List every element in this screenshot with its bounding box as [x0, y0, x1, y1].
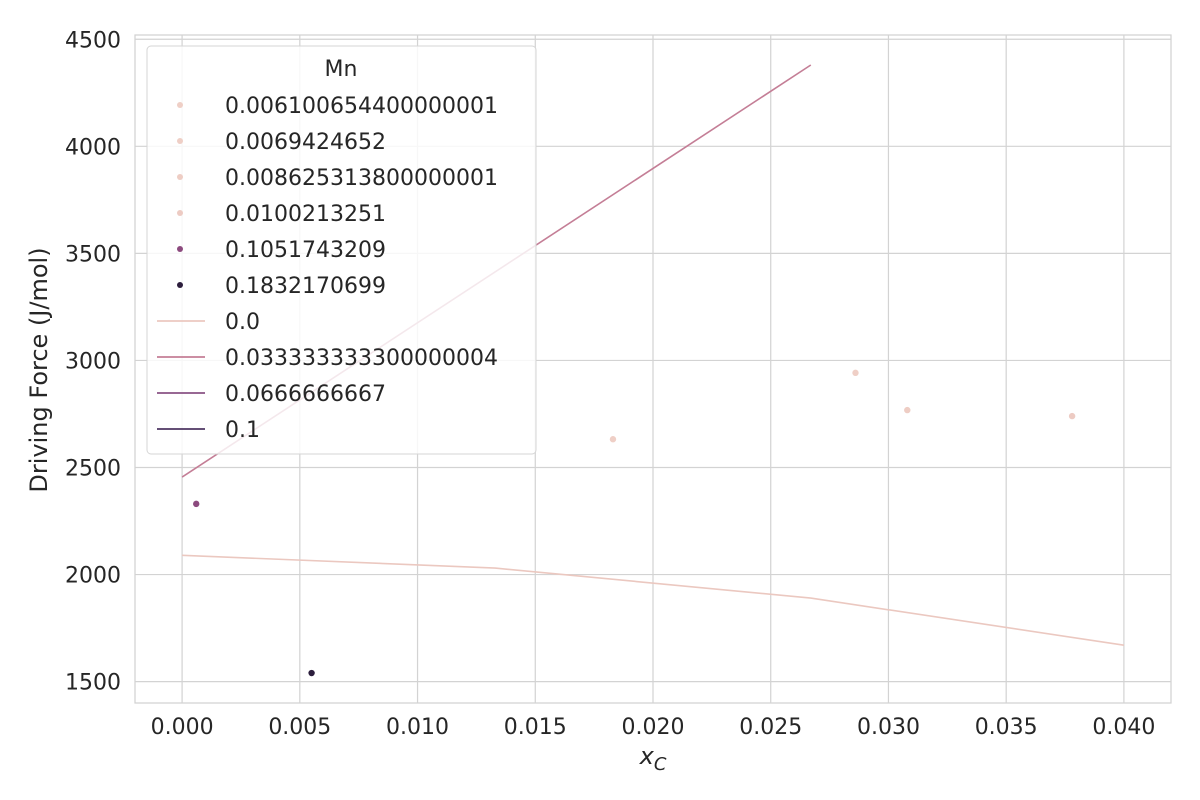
- y-tick-label: 1500: [65, 671, 121, 696]
- data-point: [852, 369, 859, 377]
- legend-point-label: 0.0100213251: [225, 202, 386, 227]
- legend-point-label: 0.1051743209: [225, 238, 386, 263]
- series-line: [182, 554, 1125, 646]
- legend-point-label: 0.006100654400000001: [225, 94, 498, 119]
- x-tick-label: 0.020: [622, 715, 685, 740]
- data-point: [609, 436, 617, 443]
- x-tick-label: 0.025: [739, 715, 802, 740]
- legend-line-label: 0.0: [225, 310, 260, 335]
- legend-point-marker: [177, 102, 183, 108]
- y-tick-label: 4500: [65, 28, 121, 53]
- legend-point-marker: [177, 282, 183, 288]
- legend-line-label: 0.1: [225, 418, 260, 443]
- y-tick-label: 2500: [65, 456, 121, 481]
- legend: Mn 0.006100654400000001 0.0069424652 0.008…: [146, 45, 537, 455]
- data-point: [1068, 412, 1076, 420]
- data-point: [904, 406, 911, 414]
- y-tick-label: 4000: [65, 135, 121, 160]
- x-axis-label: xC: [639, 742, 667, 775]
- x-tick-label: 0.030: [857, 715, 920, 740]
- legend-point-marker: [177, 174, 183, 180]
- legend-point-label: 0.008625313800000001: [225, 166, 498, 191]
- legend-point-label: 0.0069424652: [225, 130, 386, 155]
- legend-line-label: 0.033333333300000004: [225, 346, 498, 371]
- legend-line-label: 0.0666666667: [225, 382, 386, 407]
- y-axis-label: Driving Force (J/mol): [25, 247, 53, 492]
- legend-box: [146, 45, 537, 455]
- legend-point-marker: [177, 138, 183, 144]
- legend-point-label: 0.1832170699: [225, 274, 386, 299]
- x-tick-label: 0.010: [386, 715, 449, 740]
- legend-title: Mn: [325, 57, 358, 82]
- legend-entries: 0.006100654400000001 0.0069424652 0.008625…: [157, 94, 498, 443]
- x-axis-ticks: 0.000 0.005 0.010 0.015 0.020 0.025 0.030 0.035…: [151, 715, 1156, 740]
- scatter-points: [193, 369, 1076, 677]
- x-tick-label: 0.040: [1092, 715, 1155, 740]
- x-tick-label: 0.035: [975, 715, 1038, 740]
- x-tick-label: 0.005: [268, 715, 331, 740]
- x-tick-label: 0.015: [504, 715, 567, 740]
- y-tick-label: 3000: [65, 349, 121, 374]
- y-tick-label: 3500: [65, 242, 121, 267]
- data-point: [193, 500, 200, 508]
- x-tick-label: 0.000: [151, 715, 214, 740]
- y-axis-ticks: 1500 2000 2500 3000 3500 4000 4500: [65, 28, 121, 695]
- data-point: [308, 669, 315, 677]
- legend-point-marker: [177, 210, 183, 216]
- y-tick-label: 2000: [65, 564, 121, 589]
- legend-point-marker: [177, 246, 183, 252]
